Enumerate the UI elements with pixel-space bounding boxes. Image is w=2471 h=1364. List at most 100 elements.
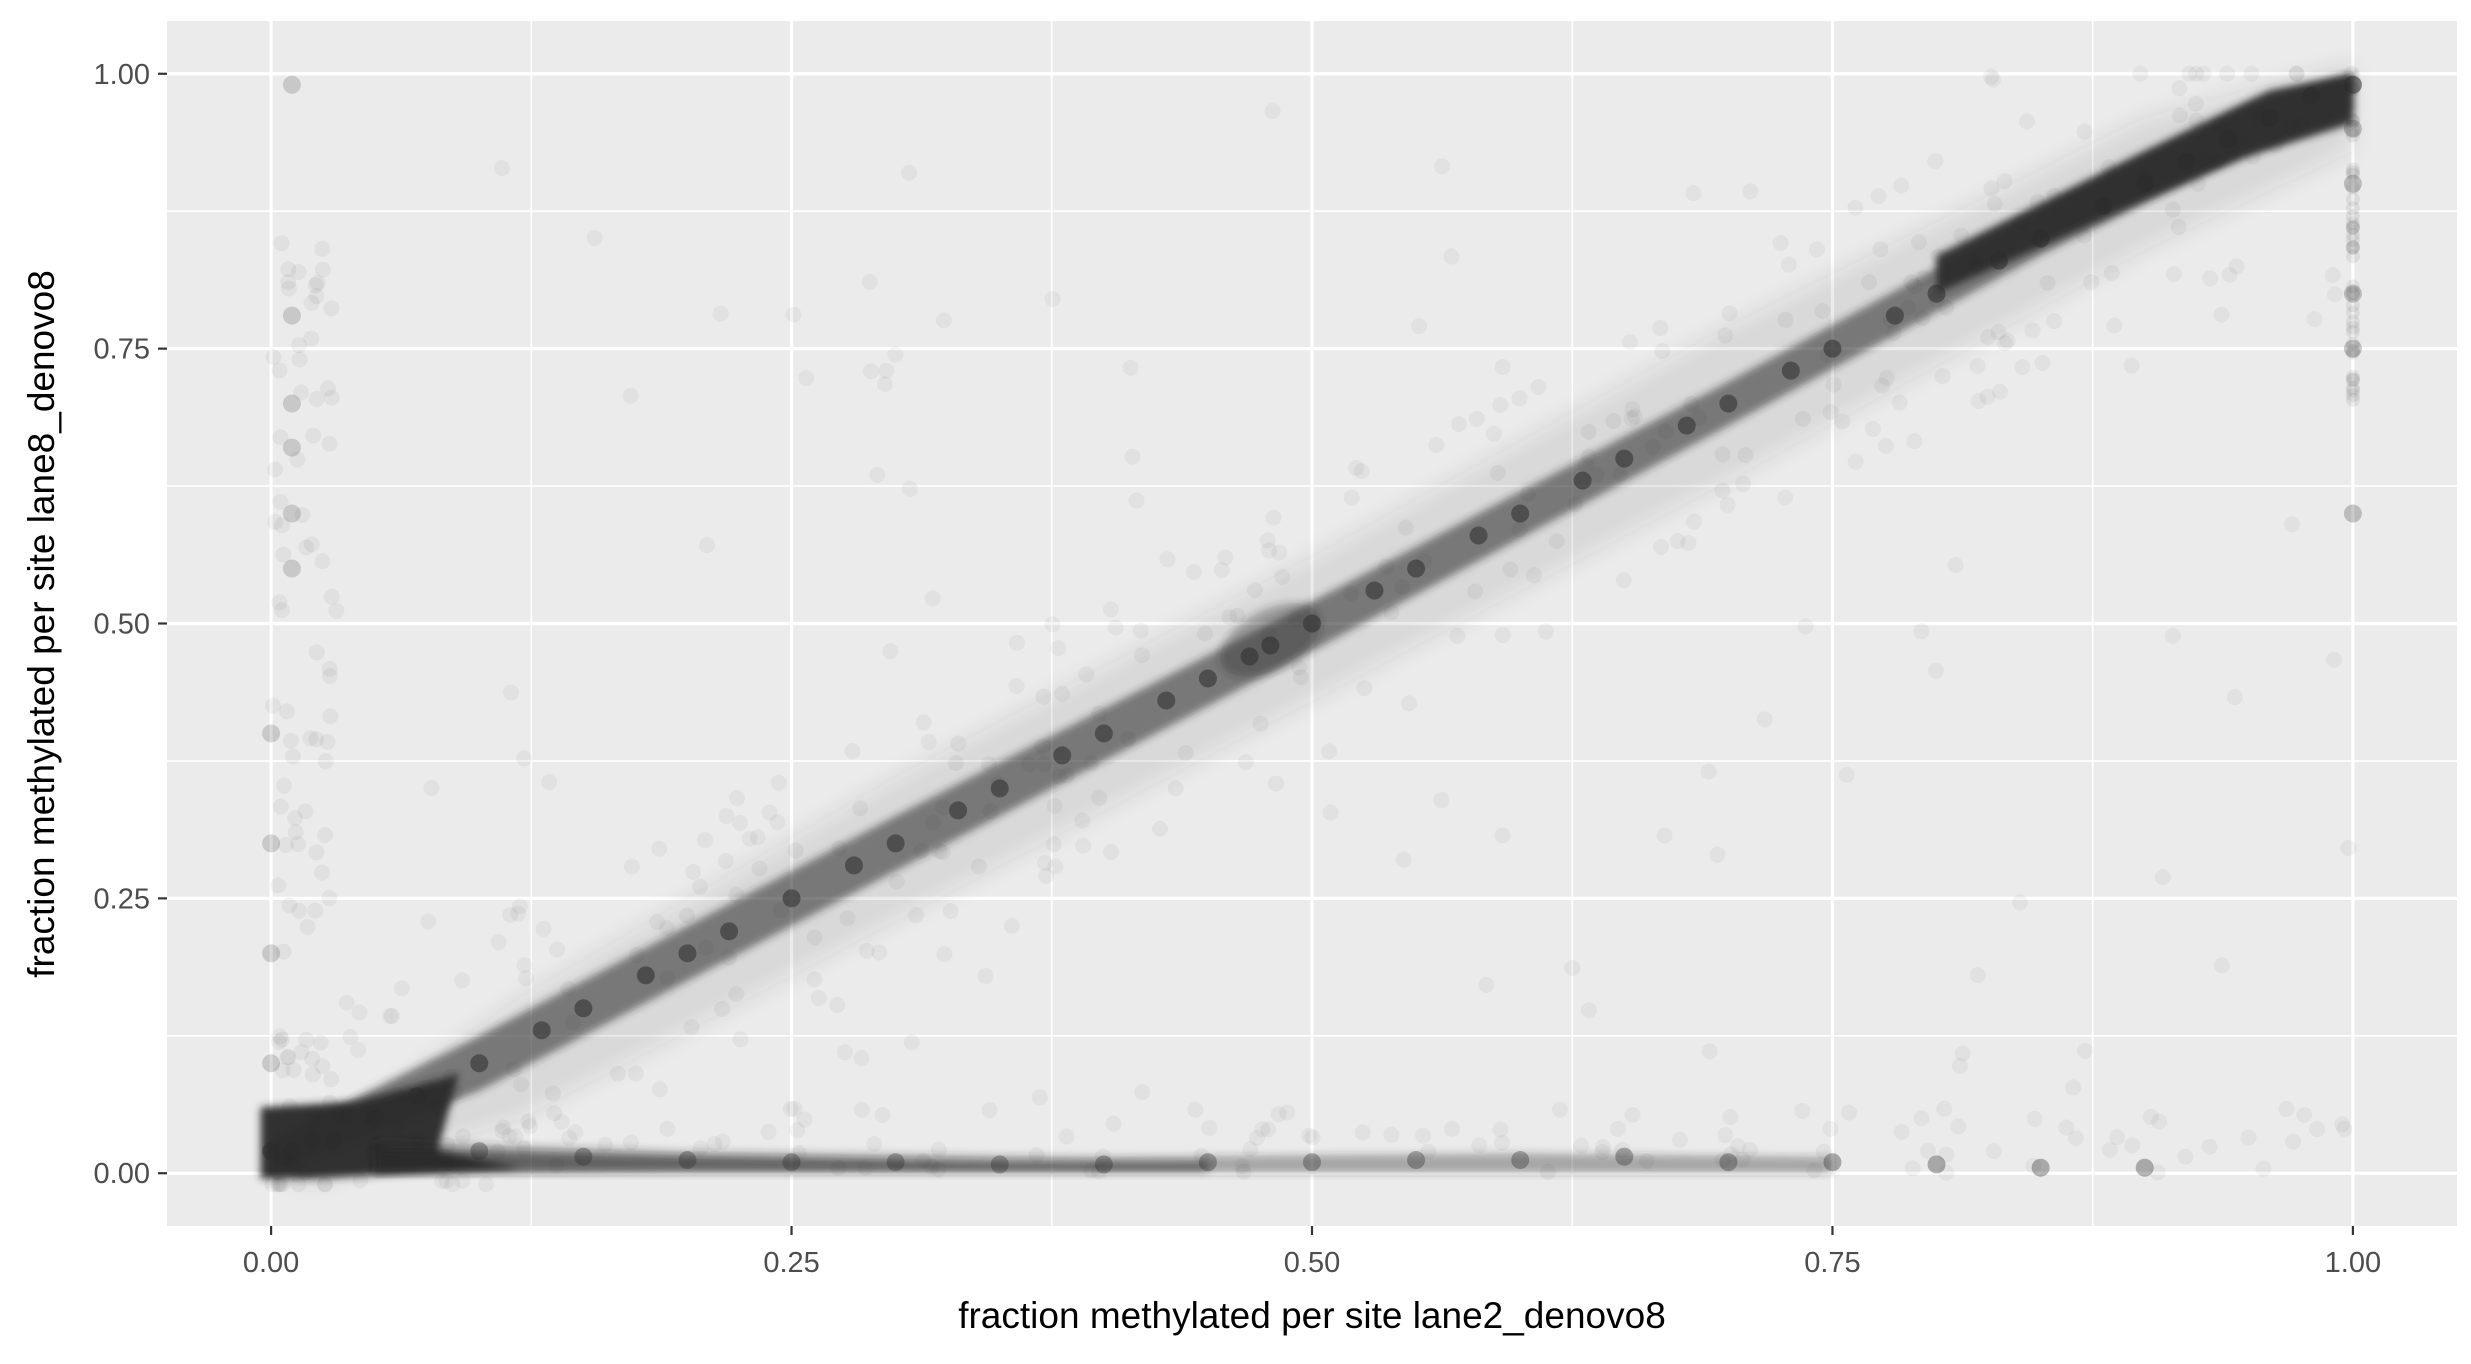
faint-point [535,920,552,937]
faint-point [901,480,918,497]
faint-point [1177,744,1194,761]
faint-point [1128,492,1145,509]
scatter-point [1885,306,1904,325]
faint-point [2045,187,2062,204]
right-edge-faint-point [2345,219,2360,234]
faint-point [1615,572,1632,589]
left-edge-faint-point [304,1066,321,1083]
right-edge-faint-point [2345,180,2360,195]
faint-point [502,684,519,701]
faint-point [1983,68,2000,85]
faint-point [493,160,510,177]
faint-point [1996,173,2013,190]
faint-point [1822,1120,1839,1137]
left-edge-faint-point [296,1161,313,1178]
faint-point [628,947,645,964]
left-edge-faint-point [314,1058,331,1075]
faint-point [1882,311,1899,328]
faint-point [1874,377,1891,394]
faint-point [729,790,746,807]
faint-point [2196,151,2213,168]
faint-point [1551,1101,1568,1118]
left-edge-faint-point [286,810,303,827]
faint-point [1264,103,1281,120]
scatter-point [1677,416,1696,435]
left-edge-faint-point [267,513,284,530]
faint-point [934,844,951,861]
faint-point [1777,311,1794,328]
faint-point [2024,322,2041,339]
faint-point [721,949,738,966]
faint-point [1420,1143,1437,1160]
faint-point [1105,1115,1122,1132]
faint-point [659,970,676,987]
faint-point [2244,148,2261,165]
faint-point [1954,1045,1971,1062]
faint-point [2221,266,2238,283]
left-edge-faint-point [303,1122,320,1139]
left-edge-faint-point [321,660,338,677]
faint-point [2154,869,2171,886]
y-tick-label: 0.00 [94,1158,150,1190]
faint-point [1494,827,1511,844]
scatter-point [1990,251,2008,270]
right-edge-faint-point [2345,320,2360,335]
scatter-point [366,1142,385,1161]
faint-point [1624,1106,1641,1123]
scatter-point [470,1142,489,1161]
faint-point [1709,846,1726,863]
faint-point [505,1061,522,1078]
left-edge-faint-point [308,390,325,407]
faint-point [1021,756,1038,773]
faint-point [1735,475,1752,492]
lower-band-core [375,1149,1208,1174]
scatter-point [782,1153,801,1172]
faint-point [1187,1101,1204,1118]
scatter-point [2031,229,2050,248]
faint-point [717,852,734,869]
faint-point [942,903,959,920]
faint-point [1395,851,1412,868]
left-edge-faint-point [272,493,289,510]
scatter-point [886,834,905,853]
right-edge-faint-point [2345,201,2360,216]
faint-point [490,934,507,951]
faint-point [2249,110,2266,127]
left-edge-faint-point [272,798,289,815]
faint-point [732,1031,749,1048]
right-edge-faint-point [2345,369,2360,384]
faint-point [419,1080,436,1097]
faint-point [1928,291,1945,308]
faint-point [2171,80,2188,97]
faint-point [1671,1131,1688,1148]
faint-point [2336,1120,2353,1137]
faint-point [1167,780,1184,797]
left-edge-faint-point [272,429,289,446]
scatter-point [2031,1158,2050,1177]
faint-point [2151,1113,2168,1130]
faint-point [438,1154,455,1171]
faint-point [2067,1130,2084,1147]
faint-point [878,362,895,379]
faint-point [931,843,948,860]
faint-point [1580,1002,1597,1019]
faint-point [393,980,410,997]
faint-point [2012,214,2029,231]
faint-point [1808,241,1825,258]
left-edge-faint-point [271,1033,288,1050]
faint-point [281,1098,298,1115]
scatter-point [262,1142,281,1161]
faint-point [520,1113,537,1130]
faint-point [837,1044,854,1061]
left-edge-faint-point [299,918,316,935]
left-edge-faint-point [290,836,307,853]
faint-point [882,643,899,660]
right-edge-faint-point [2345,82,2360,97]
scatter-point [1094,1155,1113,1174]
faint-point [2306,311,2323,328]
faint-point [2165,266,2182,283]
faint-point [1872,241,1889,258]
faint-point [1394,579,1411,596]
faint-point [935,312,952,329]
faint-point [1914,310,1931,327]
